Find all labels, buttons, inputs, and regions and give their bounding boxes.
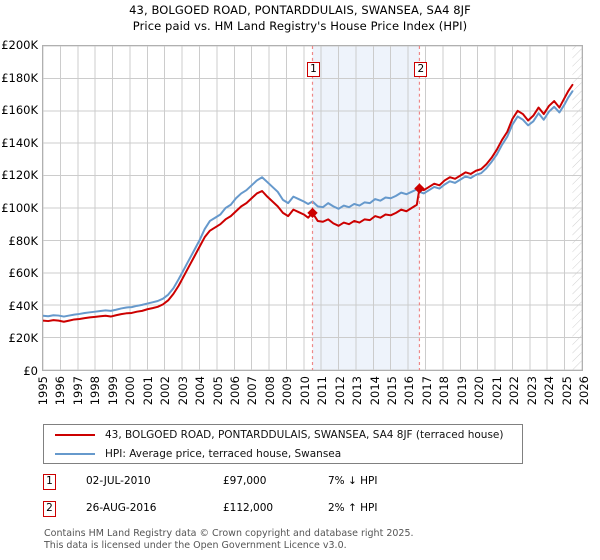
y-axis-tick-label: £60K	[8, 266, 39, 281]
x-axis-tick-label: 2005	[210, 376, 225, 406]
x-axis-tick-label: 2013	[350, 376, 365, 406]
sale-marker-badge: 2	[414, 62, 428, 77]
x-axis-tick-label: 2009	[280, 376, 295, 406]
x-axis-tick-label: 2017	[419, 376, 434, 406]
x-axis-tick-label: 2008	[262, 376, 277, 406]
sale-record-row: 1 02-JUL-2010 £97,000 7% ↓ HPI	[43, 474, 523, 492]
x-axis-tick-label: 2004	[193, 376, 208, 406]
y-axis-tick-label: £140K	[1, 135, 38, 150]
chart-legend: 43, BOLGOED ROAD, PONTARDDULAIS, SWANSEA…	[43, 424, 523, 464]
x-axis-tick-label: 2026	[577, 376, 591, 406]
y-axis-tick-label: £0	[23, 364, 38, 378]
y-axis-tick-label: £100K	[1, 201, 38, 215]
x-axis-tick-label: 2007	[245, 376, 260, 406]
x-axis-tick-label: 2010	[297, 376, 312, 406]
sale-date: 02-JUL-2010	[86, 475, 151, 487]
series-line-hpi	[43, 90, 574, 318]
x-axis-tick-label: 1995	[36, 376, 50, 406]
page-title: 43, BOLGOED ROAD, PONTARDDULAIS, SWANSEA…	[0, 2, 600, 34]
x-axis-tick-label: 2015	[385, 376, 400, 406]
x-axis-tick-label: 2023	[524, 376, 539, 406]
sale-point-marker[interactable]	[307, 207, 318, 219]
sale-hpi-delta: 2% ↑ HPI	[328, 502, 378, 514]
title-line-2: Price paid vs. HM Land Registry's House …	[132, 19, 468, 33]
y-axis-tick-label: £180K	[1, 70, 38, 85]
x-axis: 1995 1996 1997 1998 1999 2000 2001 2002 2003 2004…	[36, 374, 591, 422]
x-axis-tick-label: 2000	[123, 376, 138, 406]
x-axis-tick-label: 2002	[158, 376, 173, 406]
x-axis-tick-label: 2018	[437, 376, 452, 406]
y-axis-tick-label: £120K	[1, 168, 38, 183]
legend-swatch-price-paid	[55, 433, 95, 436]
x-axis-tick-label: 1998	[88, 376, 103, 406]
x-axis-tick-label: 2020	[472, 376, 487, 406]
y-axis-tick-label: £40K	[8, 298, 39, 313]
x-axis-tick-label: 2016	[402, 376, 417, 406]
x-axis-tick-label: 2006	[227, 376, 242, 406]
legend-label-price-paid: 43, BOLGOED ROAD, PONTARDDULAIS, SWANSEA…	[105, 428, 504, 441]
x-axis-tick-label: 2014	[367, 376, 382, 406]
x-axis-tick-label: 1996	[53, 376, 68, 406]
y-axis-tick-label: £80K	[8, 233, 39, 248]
title-line-1: 43, BOLGOED ROAD, PONTARDDULAIS, SWANSEA…	[129, 3, 471, 17]
legend-swatch-hpi	[55, 452, 95, 455]
x-axis-tick-label: 2003	[175, 376, 190, 406]
sale-index-badge: 2	[43, 501, 56, 517]
x-axis-tick-label: 2021	[489, 376, 504, 406]
chart-plot-svg	[43, 46, 582, 370]
x-axis-tick-label: 2012	[332, 376, 347, 406]
y-axis-tick-label: £160K	[1, 103, 38, 118]
x-axis-tick-label: 1999	[105, 376, 120, 406]
sale-marker-badge: 1	[307, 62, 320, 77]
legend-label-hpi: HPI: Average price, terraced house, Swan…	[105, 447, 342, 460]
no-data-hatched-region	[572, 46, 582, 370]
x-axis-tick-label: 2019	[454, 376, 469, 406]
sale-hpi-delta: 7% ↓ HPI	[328, 475, 378, 487]
y-axis-tick-label: £20K	[8, 331, 39, 346]
footer-line-2: This data is licensed under the Open Gov…	[44, 539, 347, 551]
copyright-footer: Contains HM Land Registry data © Crown c…	[44, 528, 584, 551]
legend-item-price-paid: 43, BOLGOED ROAD, PONTARDDULAIS, SWANSEA…	[44, 425, 522, 444]
sale-record-row: 2 26-AUG-2016 £112,000 2% ↑ HPI	[43, 501, 523, 519]
sale-date: 26-AUG-2016	[86, 502, 157, 514]
x-axis-tick-label: 2022	[507, 376, 522, 406]
legend-item-hpi: HPI: Average price, terraced house, Swan…	[44, 444, 522, 463]
footer-line-1: Contains HM Land Registry data © Crown c…	[44, 528, 414, 539]
sale-price: £97,000	[223, 475, 267, 487]
x-axis-tick-label: 2001	[140, 376, 155, 406]
x-axis-tick-label: 1997	[70, 376, 85, 406]
x-axis-tick-label: 2024	[542, 376, 557, 406]
sale-price: £112,000	[223, 502, 274, 514]
sale-index-badge: 1	[43, 474, 56, 490]
x-axis-tick-label: 2011	[315, 376, 330, 406]
y-axis: £0 £20K £40K £60K £80K £100K £120K £140K £160K £1…	[0, 38, 40, 378]
x-axis-tick-label: 2025	[559, 376, 574, 406]
y-axis-tick-label: £200K	[1, 38, 38, 52]
